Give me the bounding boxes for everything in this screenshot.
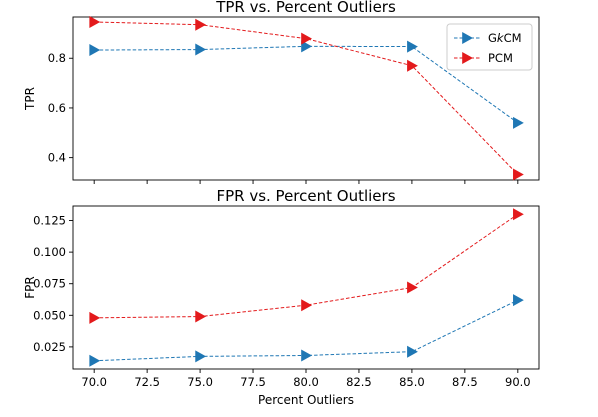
legend-marker [462,32,473,44]
fpr-x-tick-label: 72.5 [134,375,160,389]
fpr-data-point [89,354,101,367]
fpr-x-tick-label: 77.5 [240,375,266,389]
tpr-panel: TPR vs. Percent Outliers TPR 0.4 0.6 0.8 Gk… [23,0,540,184]
fpr-data-point [407,345,418,358]
tpr-data-point [89,44,101,57]
legend-marker [462,52,473,64]
fpr-x-tick-label: 75.0 [187,375,213,389]
fpr-y-axis-label: FPR [23,276,37,298]
fpr-x-tick-label: 80.0 [293,375,319,389]
fpr-x-tick-label: 70.0 [81,375,107,389]
fpr-x-tick-label: 85.0 [399,375,425,389]
tpr-y-tick-label: 0.8 [48,51,66,65]
tpr-y-axis-label: TPR [23,87,37,111]
tpr-data-point [513,116,524,129]
legend: GkCM PCM [446,23,533,71]
fpr-y-tick-label: 0.075 [33,277,66,291]
legend-entry-label: GkCM [488,31,522,45]
tpr-data-point [195,43,207,56]
tpr-data-point [407,40,418,53]
fpr-y-tick-label: 0.100 [33,245,66,259]
fpr-data-point [301,299,312,312]
fpr-x-tick-label: 82.5 [346,375,372,389]
fpr-series-line-0 [94,299,519,362]
fpr-data-point [195,310,207,323]
fpr-data-point [513,208,524,221]
fpr-y-tick-label: 0.050 [33,308,66,322]
tpr-y-tick-label: 0.6 [48,101,66,115]
fpr-data-point [195,350,207,363]
tpr-data-point [301,40,312,53]
fpr-panel: FPR vs. Percent Outliers FPR Percent Out… [23,187,540,407]
fpr-data-point [301,349,312,362]
fpr-x-tick-label: 90.0 [505,375,531,389]
fpr-y-tick-label: 0.025 [33,340,66,354]
tpr-data-point [89,15,101,28]
tpr-data-point [513,168,524,181]
tpr-data-point [407,59,418,72]
legend-entry-label: PCM [488,51,513,65]
fpr-axes-frame [72,205,540,370]
fpr-x-tick-label: 87.5 [452,375,478,389]
fpr-data-point [513,294,524,307]
fpr-y-tick-label: 0.125 [33,214,66,228]
fpr-x-axis-label: Percent Outliers [258,393,354,407]
fpr-data-point [89,311,101,324]
tpr-title: TPR vs. Percent Outliers [215,0,396,16]
tpr-data-point [301,32,312,45]
tpr-data-point [195,18,207,31]
fpr-data-point [407,281,418,294]
fpr-title: FPR vs. Percent Outliers [216,187,395,205]
tpr-y-tick-label: 0.4 [48,151,66,165]
